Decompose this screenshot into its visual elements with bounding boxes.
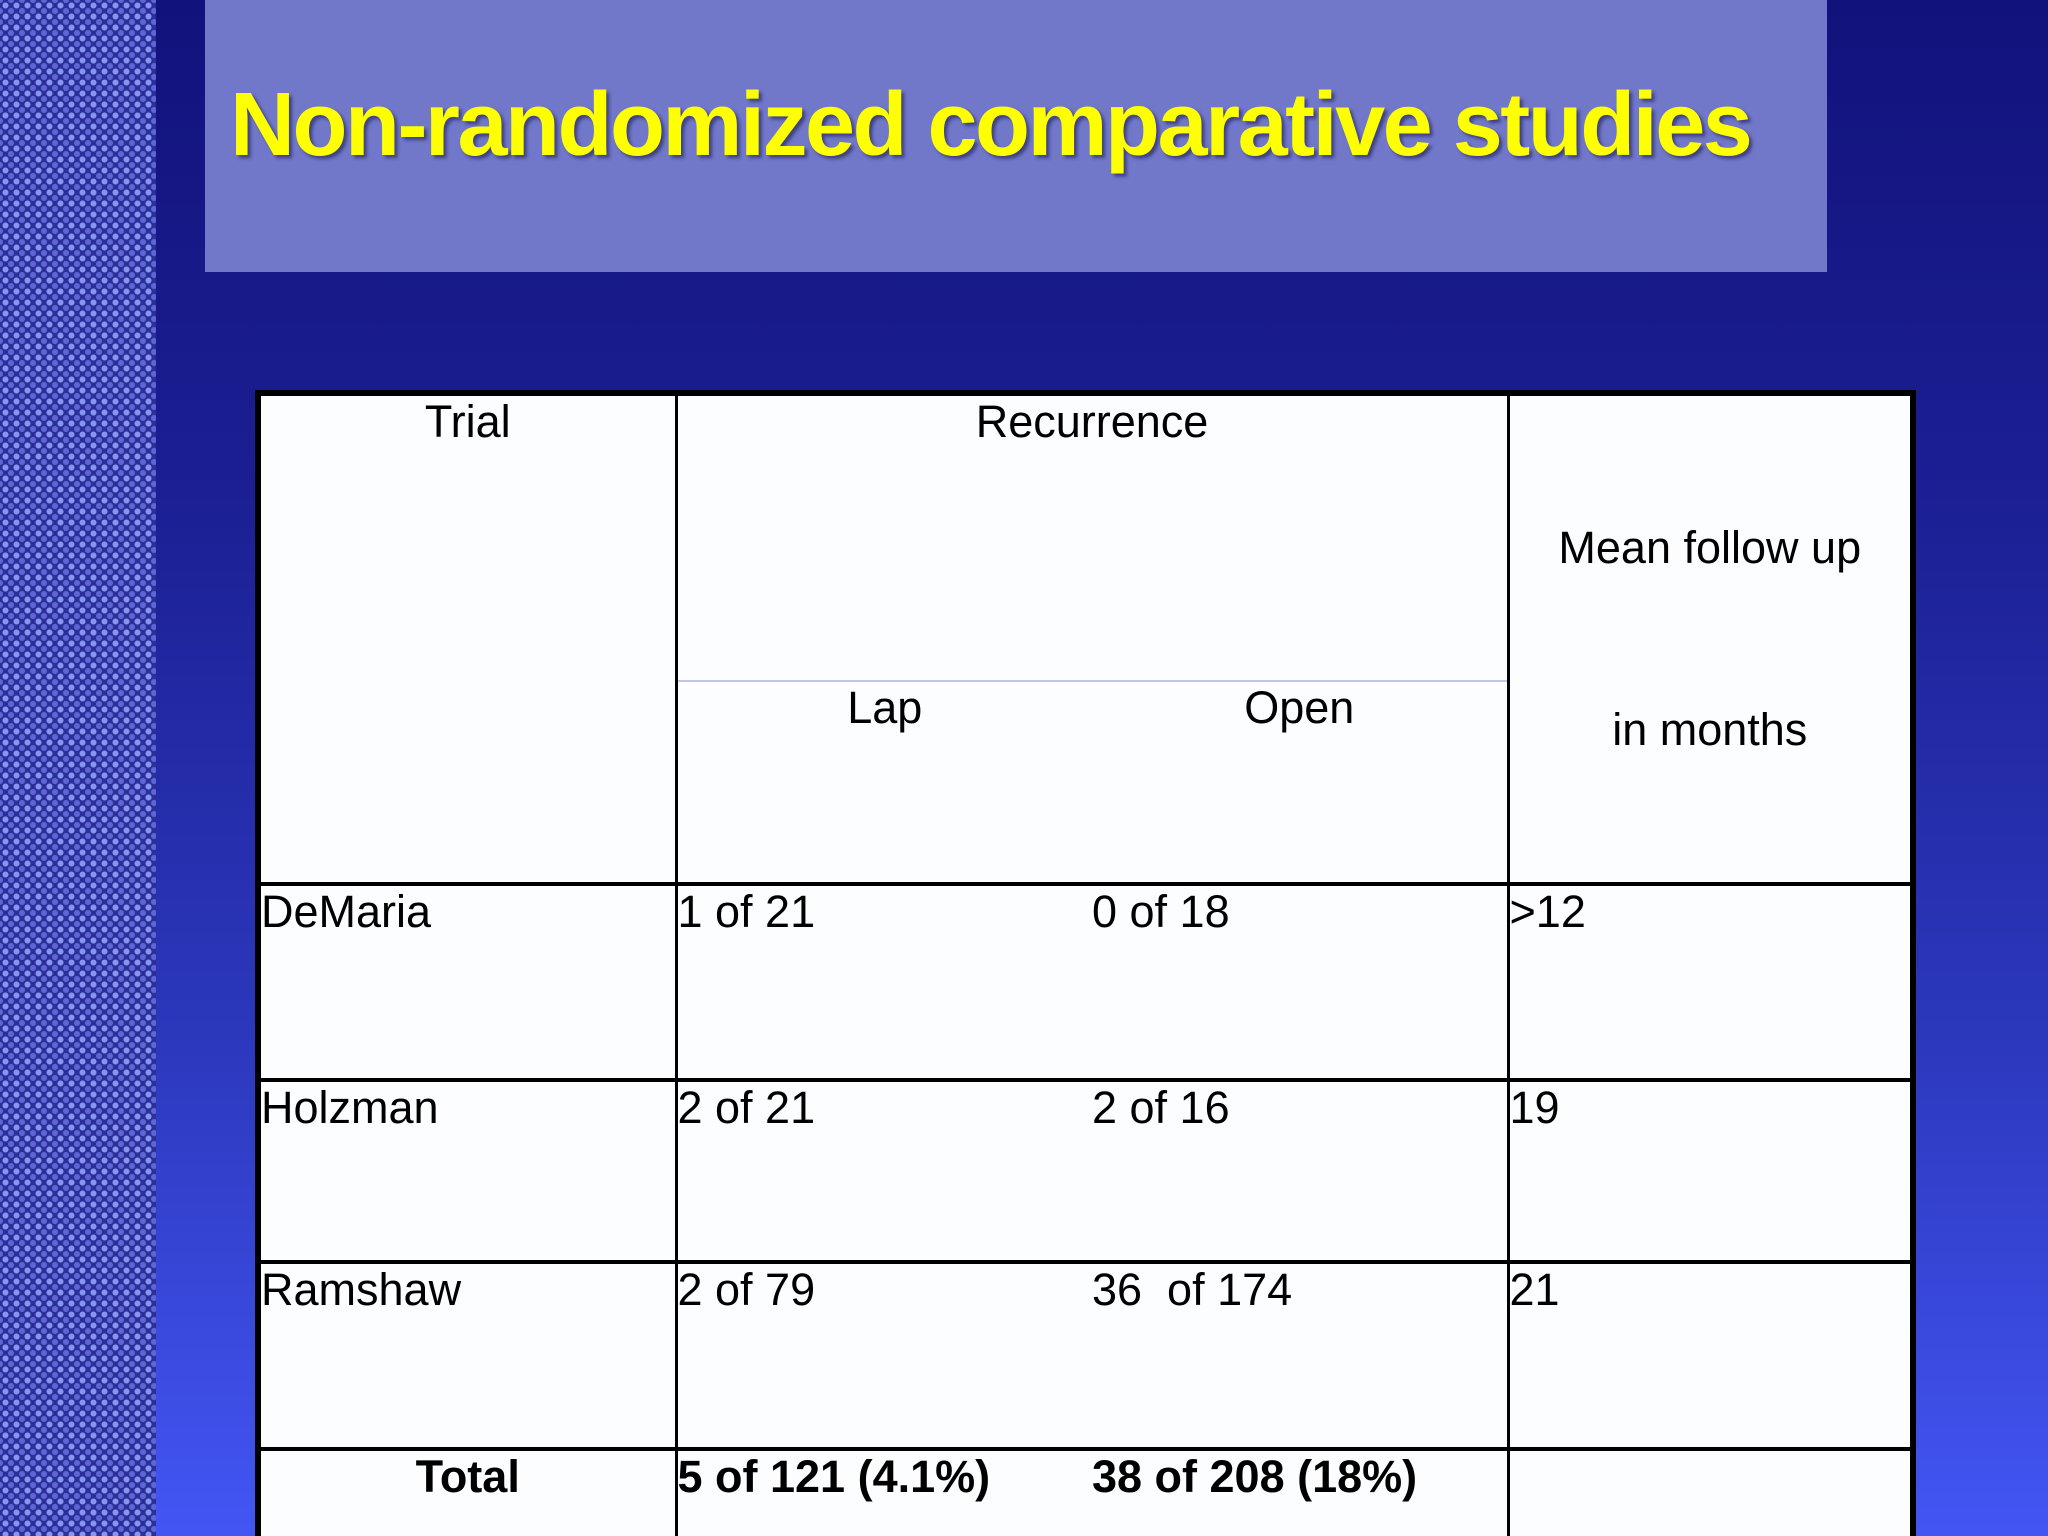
lap-recurrence-cell: 1 of 21 bbox=[674, 882, 1092, 1080]
trial-name-cell: Holzman bbox=[258, 1078, 676, 1262]
trial-name-cell: DeMaria bbox=[258, 882, 676, 1080]
lap-recurrence-cell: 2 of 21 bbox=[674, 1078, 1092, 1262]
texture-strip bbox=[0, 0, 156, 1536]
open-recurrence-cell: 36 of 174 bbox=[1092, 1260, 1509, 1449]
table-subheader-row: Lap Open bbox=[258, 679, 1913, 884]
column-header-recurrence: Recurrence bbox=[674, 393, 1509, 681]
title-banner: Non-randomized comparative studies bbox=[205, 0, 1827, 272]
total-open-cell: 38 of 208 (18%) bbox=[1092, 1447, 1509, 1536]
mean-follow-up-cell: >12 bbox=[1506, 882, 1914, 1080]
table-header-row: Trial Recurrence Mean follow up in month… bbox=[258, 393, 1914, 884]
open-recurrence-cell: 0 of 18 bbox=[1092, 882, 1509, 1080]
column-header-mean-follow-up: Mean follow up in months bbox=[1506, 393, 1914, 884]
table-row-holzman: Holzman 2 of 21 2 of 16 19 bbox=[258, 1078, 1914, 1262]
lap-recurrence-cell: 2 of 79 bbox=[674, 1260, 1092, 1449]
trial-name-cell: Ramshaw bbox=[258, 1260, 676, 1449]
studies-table: Trial Recurrence Mean follow up in month… bbox=[255, 390, 1917, 1536]
mean-header-line2: in months bbox=[1612, 703, 1808, 755]
table-row-demaria: DeMaria 1 of 21 0 of 18 >12 bbox=[258, 882, 1914, 1080]
table-row-total: Total 5 of 121 (4.1%) 38 of 208 (18%) bbox=[258, 1447, 1914, 1536]
column-header-trial: Trial bbox=[424, 396, 511, 447]
mean-follow-up-cell: 21 bbox=[1506, 1260, 1914, 1449]
table-row-ramshaw: Ramshaw 2 of 79 36 of 174 21 bbox=[258, 1260, 1914, 1449]
total-label-cell: Total bbox=[258, 1447, 676, 1536]
total-lap-cell: 5 of 121 (4.1%) bbox=[674, 1447, 1092, 1536]
mean-header-line1: Mean follow up bbox=[1558, 521, 1862, 573]
open-recurrence-cell: 2 of 16 bbox=[1092, 1078, 1509, 1262]
subcolumn-header-open: Open bbox=[1092, 679, 1509, 884]
mean-follow-up-cell: 19 bbox=[1506, 1078, 1914, 1262]
total-mean-cell bbox=[1506, 1447, 1914, 1536]
slide-title: Non-randomized comparative studies bbox=[230, 75, 1753, 175]
subcolumn-header-lap: Lap bbox=[674, 679, 1092, 884]
